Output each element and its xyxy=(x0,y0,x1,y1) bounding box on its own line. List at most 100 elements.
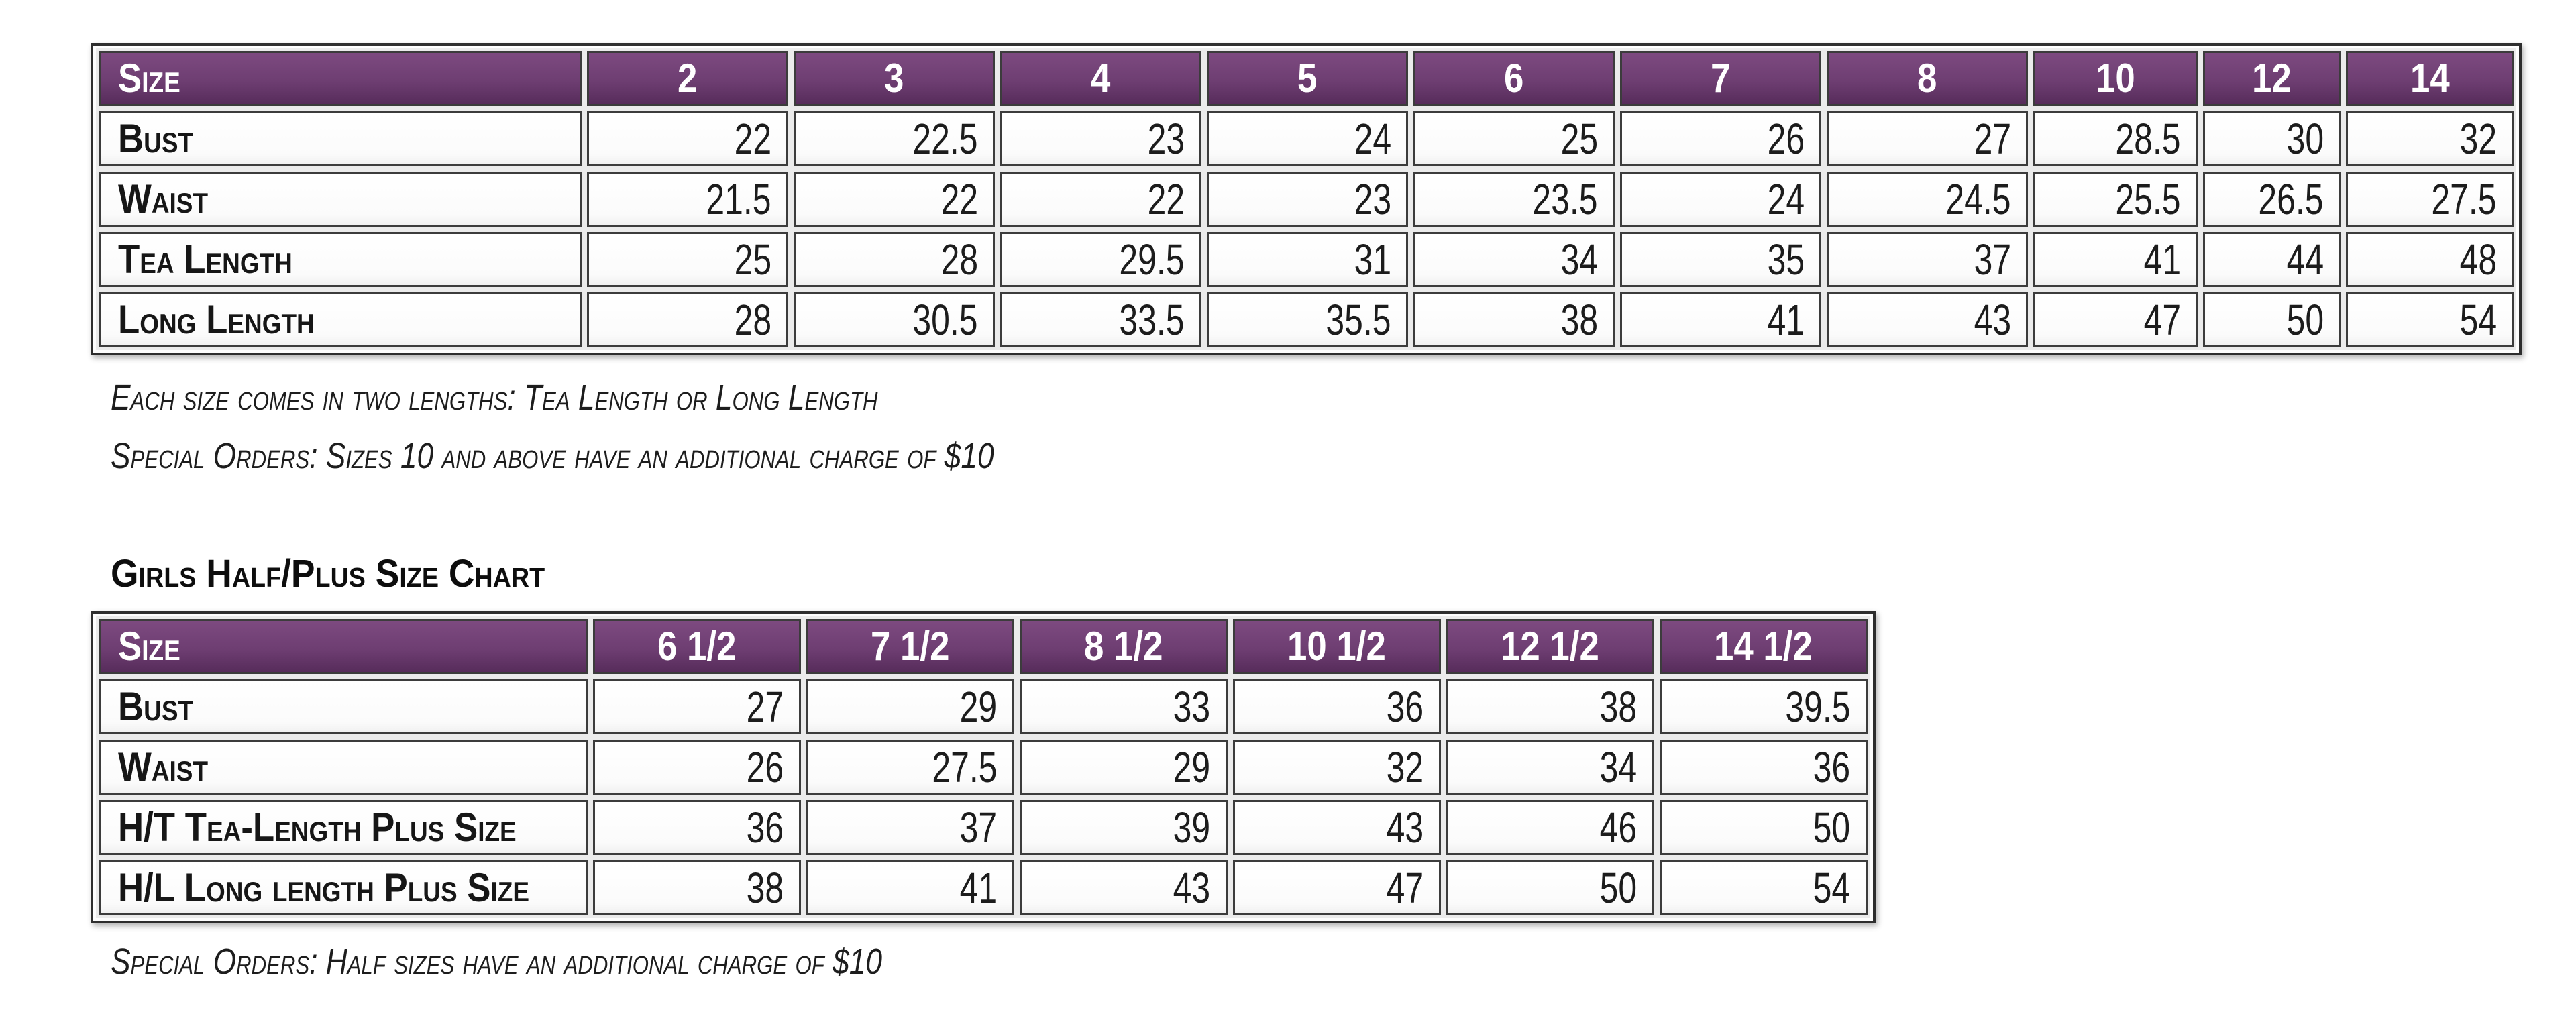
table-row: Waist 26 27.5 29 32 34 36 xyxy=(99,739,1868,795)
size-column-header-cell: 6 xyxy=(1413,51,1615,106)
measurement-value: 23 xyxy=(1354,175,1391,223)
measurement-value: 29.5 xyxy=(1119,235,1185,284)
measurement-value: 27.5 xyxy=(2431,175,2497,223)
size-column-header-cell: 8 1/2 xyxy=(1019,618,1228,674)
measurement-cell: 39.5 xyxy=(1659,679,1868,734)
measurement-value: 43 xyxy=(1173,863,1211,912)
measurement-value: 43 xyxy=(1974,296,2011,344)
measurement-cell: 50 xyxy=(1659,799,1868,855)
header-text: Size xyxy=(118,623,180,669)
measurement-value: 23 xyxy=(1147,115,1185,163)
header-text: 6 xyxy=(1504,56,1524,101)
row-label: Long Length xyxy=(118,297,315,342)
header-text: Size xyxy=(118,56,180,101)
measurement-cell: 22 xyxy=(1000,172,1201,227)
table-row: H/L Long length Plus Size 38 41 43 47 50 54 xyxy=(99,860,1868,915)
measurement-value: 47 xyxy=(2143,296,2181,344)
measurement-cell: 39 xyxy=(1019,799,1228,855)
measurement-value: 41 xyxy=(2143,235,2181,284)
table-row: Bust 22 22.5 23 24 25 26 27 28.5 30 32 xyxy=(99,111,2514,166)
size-column-header-cell: 14 xyxy=(2346,51,2514,106)
measurement-cell: 25 xyxy=(587,232,788,287)
measurement-cell: 28.5 xyxy=(2033,111,2198,166)
measurement-cell: 26 xyxy=(592,739,801,795)
measurement-value: 29 xyxy=(1173,742,1211,791)
measurement-cell: 30 xyxy=(2203,111,2341,166)
table-row: Bust 27 29 33 36 38 39.5 xyxy=(99,679,1868,734)
header-text: 7 xyxy=(1711,56,1731,101)
measurement-cell: 23 xyxy=(1000,111,1201,166)
measurement-value: 46 xyxy=(1600,803,1638,852)
size-column-header-cell: 6 1/2 xyxy=(592,618,801,674)
measurement-value: 25 xyxy=(1560,115,1598,163)
header-text: 14 xyxy=(2410,56,2450,101)
header-text: 10 xyxy=(2096,56,2135,101)
measurement-value: 41 xyxy=(960,863,998,912)
measurement-value: 27 xyxy=(1974,115,2011,163)
measurement-cell: 32 xyxy=(1232,739,1441,795)
measurement-value: 22 xyxy=(734,115,771,163)
measurement-cell: 23 xyxy=(1207,172,1408,227)
lengths-note: Each size comes in two lengths: Tea Leng… xyxy=(111,378,878,418)
header-text: 6 1/2 xyxy=(657,623,737,669)
measurement-cell: 38 xyxy=(592,860,801,915)
measurement-cell: 29 xyxy=(1019,739,1228,795)
measurement-value: 27.5 xyxy=(932,742,998,791)
measurement-value: 21.5 xyxy=(706,175,771,223)
measurement-cell: 22.5 xyxy=(794,111,995,166)
header-text: 8 xyxy=(1917,56,1937,101)
measurement-cell: 50 xyxy=(2203,292,2341,347)
measurement-value: 26 xyxy=(747,742,784,791)
special-orders-note: Special Orders: Sizes 10 and above have … xyxy=(111,436,994,477)
row-label-cell: Tea Length xyxy=(99,232,582,287)
measurement-cell: 26.5 xyxy=(2203,172,2341,227)
measurement-cell: 54 xyxy=(1659,860,1868,915)
measurement-value: 33 xyxy=(1173,682,1211,731)
measurement-value: 22.5 xyxy=(912,115,978,163)
measurement-value: 24 xyxy=(1354,115,1391,163)
measurement-cell: 36 xyxy=(592,799,801,855)
measurement-cell: 24 xyxy=(1620,172,1821,227)
girls-size-table: Size 2 3 4 5 6 7 8 10 12 14 Bust 22 22.5 23 24 25 26 27 28.… xyxy=(91,43,2522,355)
measurement-cell: 47 xyxy=(1232,860,1441,915)
size-column-header-cell: 14 1/2 xyxy=(1659,618,1868,674)
measurement-value: 43 xyxy=(1387,803,1424,852)
measurement-cell: 27 xyxy=(1827,111,2028,166)
measurement-value: 36 xyxy=(1813,742,1851,791)
measurement-cell: 27.5 xyxy=(2346,172,2514,227)
measurement-value: 54 xyxy=(2459,296,2497,344)
measurement-cell: 38 xyxy=(1446,679,1654,734)
measurement-cell: 22 xyxy=(587,111,788,166)
measurement-value: 36 xyxy=(1387,682,1424,731)
measurement-cell: 29.5 xyxy=(1000,232,1201,287)
measurement-value: 38 xyxy=(1560,296,1598,344)
measurement-value: 50 xyxy=(1813,803,1851,852)
row-label-cell: Bust xyxy=(99,679,588,734)
measurement-value: 28.5 xyxy=(2115,115,2181,163)
measurement-cell: 27.5 xyxy=(806,739,1014,795)
measurement-value: 37 xyxy=(1974,235,2011,284)
measurement-value: 22 xyxy=(1147,175,1185,223)
measurement-value: 30.5 xyxy=(912,296,978,344)
measurement-cell: 24.5 xyxy=(1827,172,2028,227)
size-column-header-cell: 10 xyxy=(2033,51,2198,106)
size-column-header-cell: 2 xyxy=(587,51,788,106)
measurement-value: 34 xyxy=(1600,742,1638,791)
half-plus-size-table: Size 6 1/2 7 1/2 8 1/2 10 1/2 12 1/2 14 1/2 Bus… xyxy=(91,610,1876,923)
measurement-cell: 26 xyxy=(1620,111,1821,166)
measurement-value: 27 xyxy=(747,682,784,731)
measurement-value: 54 xyxy=(1813,863,1851,912)
measurement-value: 28 xyxy=(734,296,771,344)
measurement-cell: 27 xyxy=(592,679,801,734)
half-plus-chart-title: Girls Half/Plus Size Chart xyxy=(111,551,545,596)
measurement-cell: 25.5 xyxy=(2033,172,2198,227)
measurement-value: 47 xyxy=(1387,863,1424,912)
measurement-value: 38 xyxy=(747,863,784,912)
size-column-header-cell: 3 xyxy=(794,51,995,106)
measurement-value: 36 xyxy=(747,803,784,852)
size-header-cell: Size xyxy=(99,51,582,106)
measurement-value: 23.5 xyxy=(1532,175,1598,223)
measurement-cell: 24 xyxy=(1207,111,1408,166)
row-label: Tea Length xyxy=(118,237,292,282)
table-row: Long Length 28 30.5 33.5 35.5 38 41 43 47 50 54 xyxy=(99,292,2514,347)
